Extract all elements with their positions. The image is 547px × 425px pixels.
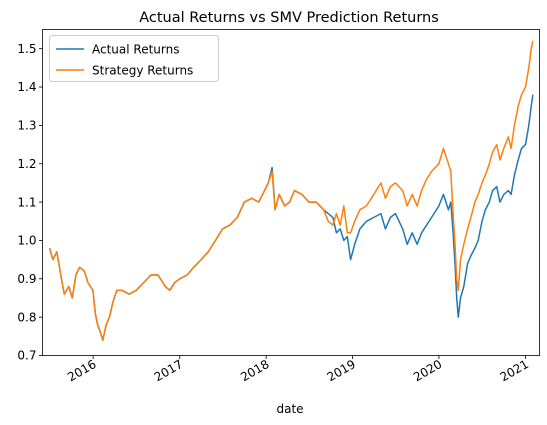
y-tick-label: 1.0 (17, 234, 36, 248)
x-axis-label: date (276, 402, 303, 416)
x-tick-label: 2019 (325, 357, 358, 384)
y-tick-label: 1.2 (17, 157, 36, 171)
series-line-actual-returns (48, 94, 534, 341)
legend-box (49, 35, 219, 82)
y-tick-label: 1.5 (17, 42, 36, 56)
plot-frame (42, 29, 540, 356)
x-tick-label: 2021 (498, 357, 531, 384)
x-axis-ticks: 2016 2017 2018 2019 2020 2021 (65, 355, 531, 384)
y-tick-label: 1.4 (17, 80, 36, 94)
y-axis-ticks: 0.7 0.8 0.9 1.0 1.1 1.2 1.3 1.4 1.5 (17, 42, 43, 363)
x-tick-label: 2016 (65, 357, 98, 384)
y-tick-label: 0.9 (17, 272, 36, 286)
x-tick-label: 2018 (238, 357, 271, 384)
y-tick-label: 0.8 (17, 310, 36, 324)
y-tick-label: 0.7 (17, 349, 36, 363)
x-tick-label: 2020 (411, 357, 444, 384)
chart-title: Actual Returns vs SMV Prediction Returns (139, 10, 439, 26)
series-line-strategy-returns (48, 40, 534, 341)
y-tick-label: 1.1 (17, 195, 36, 209)
series-layer (48, 40, 534, 341)
y-tick-label: 1.3 (17, 119, 36, 133)
legend-label: Actual Returns (92, 42, 179, 56)
legend-label: Strategy Returns (92, 63, 193, 77)
x-tick-label: 2017 (152, 357, 185, 384)
legend: Actual Returns Strategy Returns (49, 35, 219, 82)
